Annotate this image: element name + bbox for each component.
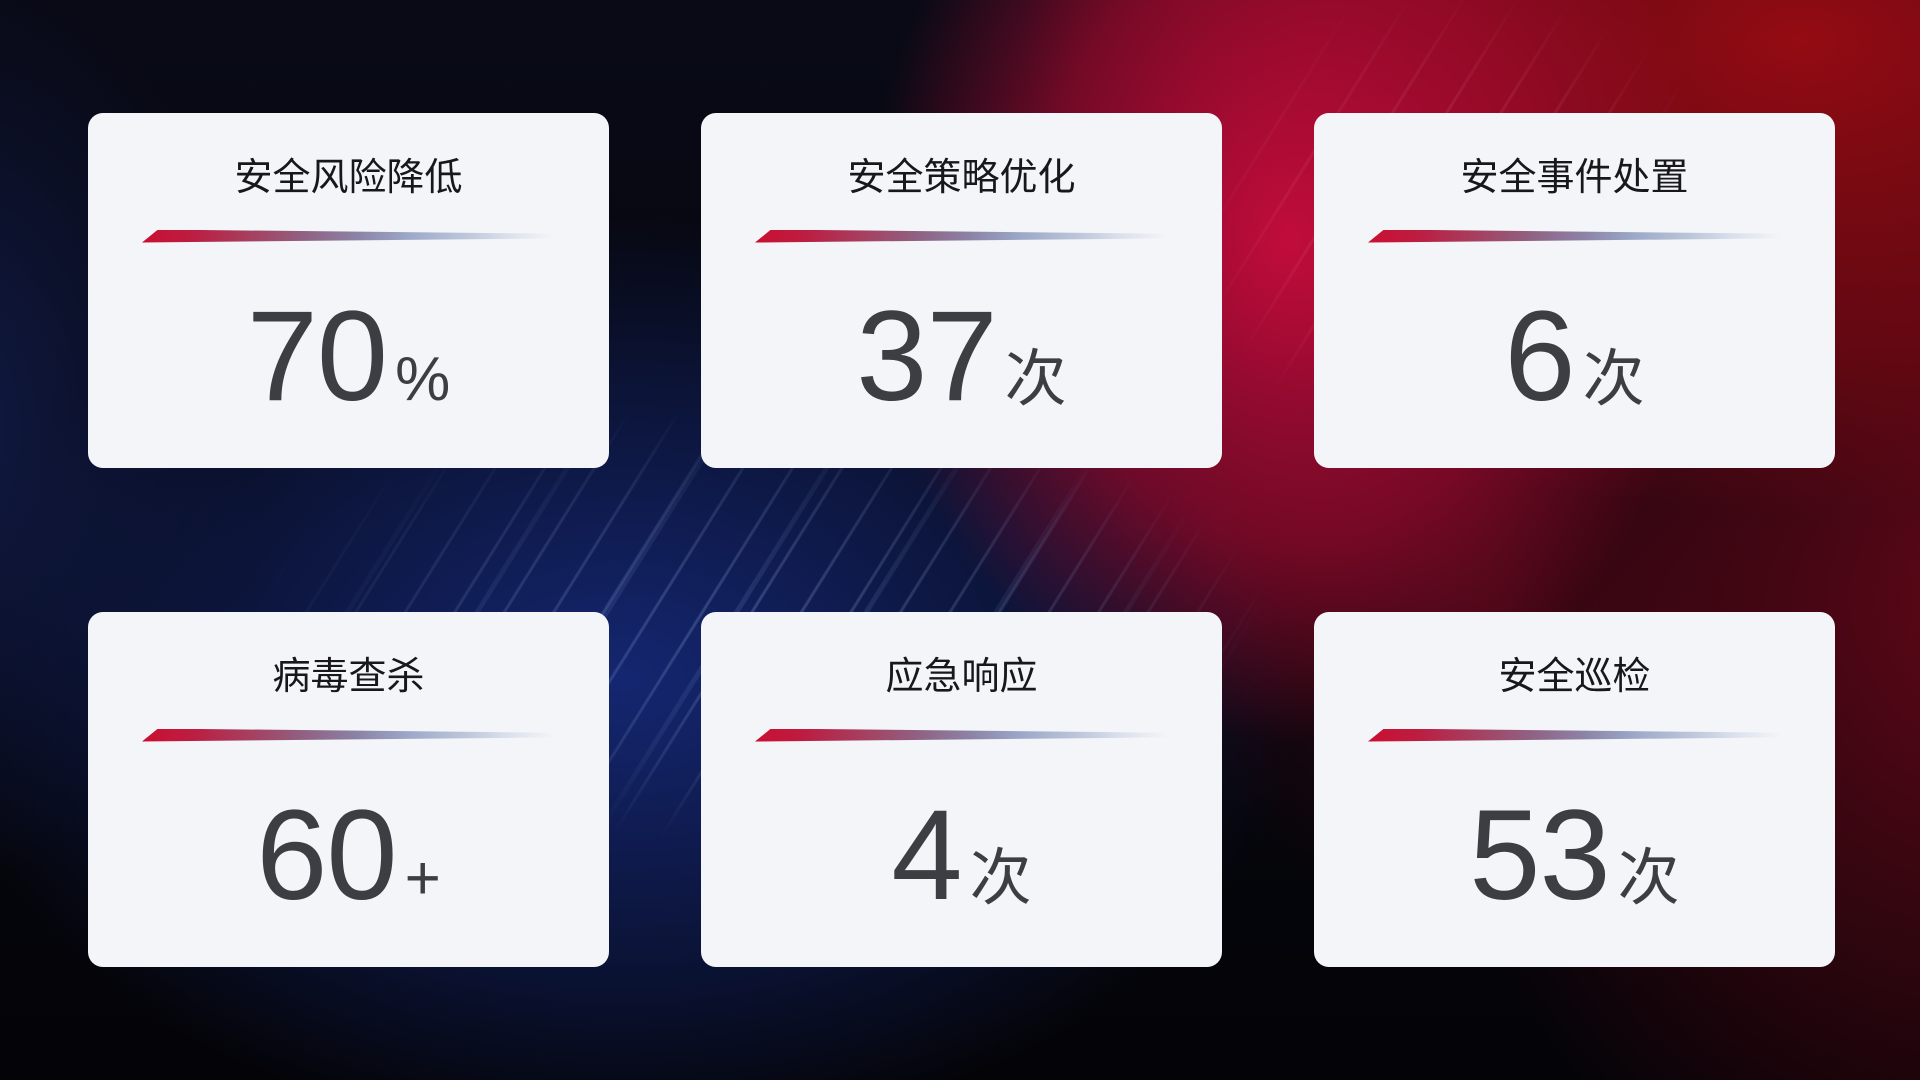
stat-card-security-risk-reduction: 安全风险降低 70 %: [88, 113, 609, 468]
gradient-divider: [755, 728, 1168, 742]
stat-unit: +: [404, 843, 441, 913]
stat-card-security-inspection: 安全巡检 53 次: [1314, 612, 1835, 967]
stat-unit: %: [395, 344, 451, 414]
stat-unit: 次: [1582, 344, 1645, 414]
stat-value: 53: [1469, 783, 1610, 927]
stat-value: 6: [1504, 284, 1575, 428]
gradient-divider: [1368, 728, 1781, 742]
stat-unit: 次: [1004, 344, 1067, 414]
stat-value: 4: [891, 783, 962, 927]
stat-value-row: 37 次: [856, 284, 1067, 428]
stat-unit: 次: [1617, 843, 1680, 913]
stat-value: 70: [246, 284, 388, 428]
stat-card-policy-optimization: 安全策略优化 37 次: [701, 113, 1222, 468]
stat-value: 60: [256, 783, 397, 927]
stat-card-title: 安全风险降低: [234, 157, 463, 199]
stat-value-row: 4 次: [891, 783, 1032, 927]
stat-value: 37: [856, 284, 997, 428]
gradient-divider: [755, 229, 1168, 243]
stat-value-row: 6 次: [1504, 284, 1645, 428]
stat-value-row: 70 %: [246, 284, 451, 428]
stat-card-incident-handling: 安全事件处置 6 次: [1314, 113, 1835, 468]
gradient-divider: [142, 728, 555, 742]
gradient-divider: [142, 229, 555, 243]
stat-value-row: 53 次: [1469, 783, 1680, 927]
stat-card-title: 安全巡检: [1498, 656, 1651, 698]
stat-card-title: 病毒查杀: [272, 656, 425, 698]
stat-card-title: 安全事件处置: [1460, 157, 1689, 199]
stat-card-emergency-response: 应急响应 4 次: [701, 612, 1222, 967]
stat-card-title: 应急响应: [885, 656, 1038, 698]
gradient-divider: [1368, 229, 1781, 243]
stat-value-row: 60 +: [256, 783, 441, 927]
stat-card-virus-scan: 病毒查杀 60 +: [88, 612, 609, 967]
stat-card-title: 安全策略优化: [847, 157, 1076, 199]
stat-unit: 次: [969, 843, 1032, 913]
